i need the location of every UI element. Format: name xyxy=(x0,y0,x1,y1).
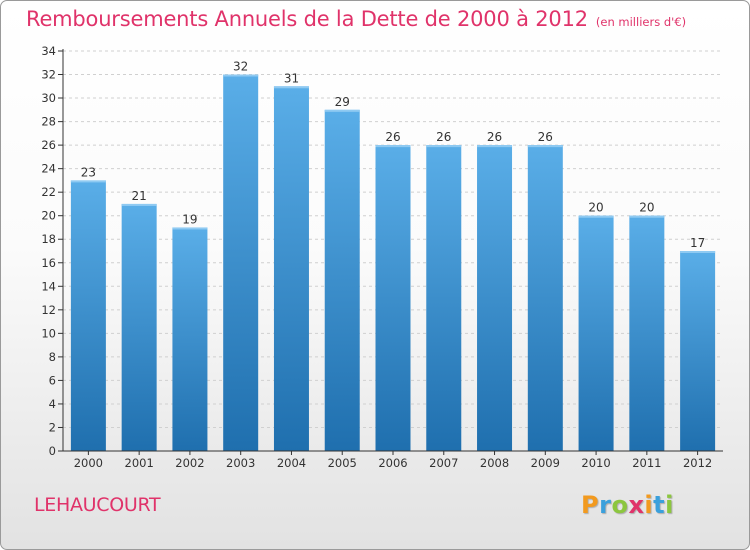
y-tick-label: 32 xyxy=(41,68,56,82)
x-axis-ticks: 2000 2001 2002 2003 2004 2005 2006 2007 2008 2009… xyxy=(74,451,712,470)
x-tick-label: 2008 xyxy=(480,456,509,470)
y-tick-label: 14 xyxy=(41,279,56,293)
logo-letter: i xyxy=(644,491,654,519)
bar-2007 xyxy=(426,145,462,451)
bar-2001 xyxy=(121,203,157,451)
data-label-2009: 26 xyxy=(538,130,553,144)
bar-highlight xyxy=(375,145,411,148)
bar-highlight xyxy=(578,215,614,218)
bar-2012 xyxy=(680,251,716,451)
bar-highlight xyxy=(273,86,309,89)
bars xyxy=(70,74,716,452)
bar-highlight xyxy=(629,215,665,218)
bar-highlight xyxy=(324,109,360,112)
x-tick-label: 2009 xyxy=(531,456,560,470)
bar-2008 xyxy=(477,145,513,451)
bar-2005 xyxy=(324,109,360,451)
logo-letter: o xyxy=(611,491,629,519)
data-label-2002: 19 xyxy=(182,212,197,226)
bar-highlight xyxy=(477,145,513,148)
x-tick-label: 2001 xyxy=(125,456,154,470)
commune-name: LEHAUCOURT xyxy=(34,494,161,516)
x-tick-label: 2004 xyxy=(277,456,306,470)
x-tick-label: 2005 xyxy=(328,456,357,470)
data-label-2006: 26 xyxy=(385,130,400,144)
data-labels: 23 21 19 32 31 29 26 26 26 26 20 20 17 xyxy=(81,60,706,250)
y-tick-label: 22 xyxy=(41,185,56,199)
bar-2006 xyxy=(375,145,411,451)
data-label-2012: 17 xyxy=(690,236,705,250)
y-tick-label: 34 xyxy=(41,44,56,58)
bar-2010 xyxy=(578,215,614,451)
proxiti-logo: Proxiti xyxy=(581,491,674,519)
bar-highlight xyxy=(223,74,259,77)
bar-2011 xyxy=(629,215,665,451)
bar-highlight xyxy=(121,203,157,206)
y-tick-label: 24 xyxy=(41,162,56,176)
logo-letter: t xyxy=(653,491,666,519)
y-tick-label: 26 xyxy=(41,138,56,152)
data-label-2007: 26 xyxy=(436,130,451,144)
bar-2009 xyxy=(527,145,563,451)
y-tick-label: 30 xyxy=(41,91,56,105)
logo-letter: P xyxy=(581,491,600,519)
data-label-2000: 23 xyxy=(81,165,96,179)
bar-2002 xyxy=(172,227,208,451)
y-tick-label: 16 xyxy=(41,256,56,270)
bar-2003 xyxy=(223,74,259,451)
x-tick-label: 2000 xyxy=(74,456,103,470)
chart-unit: (en milliers d'€) xyxy=(595,15,687,29)
bar-highlight xyxy=(680,251,716,253)
chart-title: Remboursements Annuels de la Dette de 20… xyxy=(26,7,686,31)
x-tick-label: 2011 xyxy=(632,456,661,470)
data-label-2001: 21 xyxy=(132,189,147,203)
y-tick-label: 20 xyxy=(41,209,56,223)
x-tick-label: 2003 xyxy=(226,456,255,470)
y-tick-label: 12 xyxy=(41,303,56,317)
x-tick-label: 2002 xyxy=(175,456,204,470)
y-tick-label: 28 xyxy=(41,115,56,129)
logo-letter: i xyxy=(665,491,674,519)
bar-2000 xyxy=(70,180,106,452)
bar-2004 xyxy=(273,86,309,451)
y-tick-label: 6 xyxy=(49,373,56,387)
data-label-2010: 20 xyxy=(588,201,603,215)
data-label-2011: 20 xyxy=(639,201,654,215)
y-tick-label: 4 xyxy=(49,397,56,411)
y-tick-label: 8 xyxy=(49,350,56,364)
x-tick-label: 2007 xyxy=(429,456,458,470)
y-tick-label: 2 xyxy=(49,420,56,434)
data-label-2008: 26 xyxy=(487,130,502,144)
x-tick-label: 2010 xyxy=(581,456,610,470)
data-label-2003: 32 xyxy=(233,60,248,74)
bar-highlight xyxy=(70,180,106,183)
bar-highlight xyxy=(426,145,462,148)
data-label-2004: 31 xyxy=(284,71,299,85)
logo-letter: r xyxy=(599,491,612,519)
y-tick-label: 0 xyxy=(49,444,56,458)
y-tick-label: 10 xyxy=(41,326,56,340)
logo-letter: x xyxy=(628,491,645,519)
chart-title-text: Remboursements Annuels de la Dette de 20… xyxy=(26,7,588,31)
x-tick-label: 2006 xyxy=(378,456,407,470)
bar-highlight xyxy=(172,227,208,230)
y-tick-label: 18 xyxy=(41,232,56,246)
data-label-2005: 29 xyxy=(335,95,350,109)
bar-highlight xyxy=(527,145,563,148)
x-tick-label: 2012 xyxy=(683,456,712,470)
